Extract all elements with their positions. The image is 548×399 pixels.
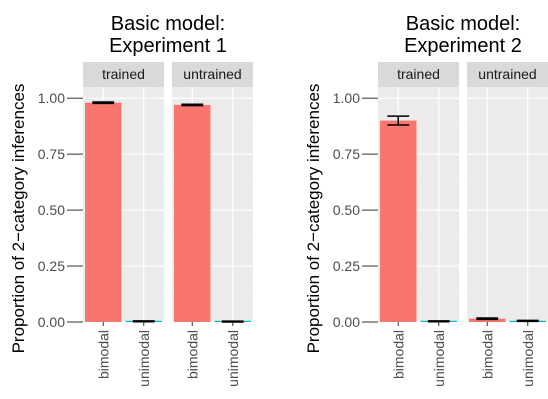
y-axis-label: Proportion of 2−category inferences xyxy=(304,84,323,354)
x-tick-label: bimodal xyxy=(390,330,406,379)
x-tick-label: bimodal xyxy=(479,330,495,379)
bar-bimodal xyxy=(85,102,122,323)
chart-title-line: Experiment 1 xyxy=(109,35,227,57)
x-tick-label: bimodal xyxy=(184,330,200,379)
panel-background xyxy=(467,87,548,322)
facet-untrained: untrained bimodal unimodal xyxy=(467,62,548,387)
chart-title-line: Basic model: xyxy=(406,13,521,35)
x-tick-label: unimodal xyxy=(431,330,447,387)
y-tick-label: 0.75 xyxy=(38,146,65,162)
y-tick-label: 0.00 xyxy=(333,314,360,330)
facet-strip-label: untrained xyxy=(183,66,241,82)
facet-strip xyxy=(172,62,253,87)
x-tick-label: unimodal xyxy=(136,330,152,387)
y-tick-label: 0.25 xyxy=(333,258,360,274)
facet-strip-label: untrained xyxy=(478,66,536,82)
y-tick-label: 0.50 xyxy=(333,202,360,218)
facet-untrained: untrained bimodal unimodal xyxy=(172,62,253,387)
facet-trained: trained bimodal unimodal xyxy=(378,62,459,387)
facet-strip xyxy=(378,62,459,87)
facet-strip xyxy=(83,62,164,87)
y-tick-label: 1.00 xyxy=(38,90,65,106)
x-tick-label: bimodal xyxy=(95,330,111,379)
chart-2: Basic model:Experiment 2 Proportion of 2−… xyxy=(304,13,548,387)
bar-bimodal xyxy=(380,120,417,322)
y-axis-label: Proportion of 2−category inferences xyxy=(9,84,28,354)
y-tick-label: 0.75 xyxy=(333,146,360,162)
bar-bimodal xyxy=(469,318,506,322)
x-tick-label: unimodal xyxy=(520,330,536,387)
y-tick-label: 0.00 xyxy=(38,314,65,330)
chart-1: Basic model:Experiment 1 Proportion of 2−… xyxy=(9,13,253,387)
y-tick-label: 1.00 xyxy=(333,90,360,106)
y-tick-label: 0.50 xyxy=(38,202,65,218)
facet-strip xyxy=(467,62,548,87)
facet-strip-label: trained xyxy=(102,66,145,82)
x-tick-label: unimodal xyxy=(225,330,241,387)
bar-bimodal xyxy=(174,104,211,323)
facet-strip-label: trained xyxy=(397,66,440,82)
y-tick-label: 0.25 xyxy=(38,258,65,274)
chart-title-line: Basic model: xyxy=(111,13,226,35)
chart-title-line: Experiment 2 xyxy=(404,35,522,57)
facet-trained: trained bimodal unimodal xyxy=(83,62,164,387)
